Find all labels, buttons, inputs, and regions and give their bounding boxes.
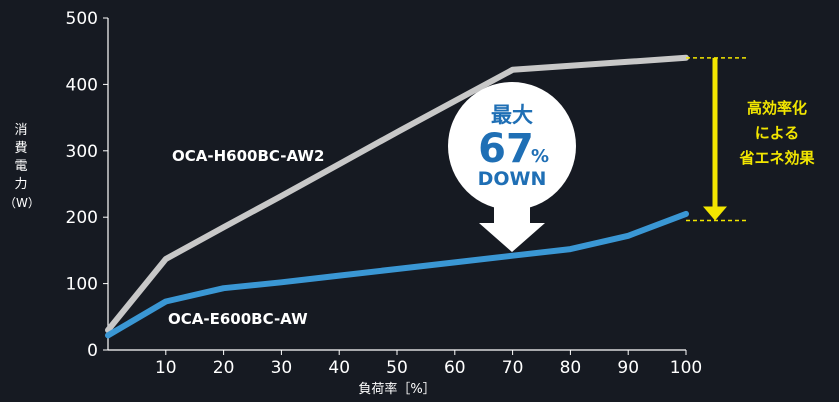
ticks: 0 100 200 300 400 500 10 20 30 40 50 60 70 80 90 100 (66, 9, 703, 378)
badge-arrow (479, 196, 545, 252)
series-line-0 (105, 54, 689, 334)
effect-range (686, 57, 746, 222)
series-label-h600: OCA-H600BC-AW2 (172, 147, 324, 165)
effect-line-1: 高効率化 (747, 99, 807, 117)
series-label-e600: OCA-E600BC-AW (168, 310, 308, 328)
x-tick-label-50: 50 (386, 358, 408, 378)
y-tick-label-200: 200 (66, 208, 98, 228)
badge-line2: DOWN (478, 168, 547, 190)
x-tick-label-80: 80 (560, 358, 582, 378)
x-tick-label-70: 70 (502, 358, 524, 378)
x-tick-label-20: 20 (213, 358, 235, 378)
y-tick-label-300: 300 (66, 142, 98, 162)
badge-percent: % (531, 146, 549, 167)
y-axis-label-unit: （W） (4, 196, 40, 210)
range-arrow-head (703, 206, 727, 221)
y-tick-label-100: 100 (66, 275, 98, 295)
axes (107, 18, 686, 351)
y-axis-label-char-3: 電 (14, 159, 28, 174)
series-line-1 (105, 210, 689, 339)
reduction-badge: 最大 67 % DOWN (448, 82, 576, 252)
y-axis-label-char-2: 費 (14, 141, 28, 156)
y-tick-label-500: 500 (66, 9, 98, 29)
y-axis-label: 消 費 電 力 （W） (4, 122, 40, 212)
y-tick-label-0: 0 (87, 341, 98, 361)
effect-text: 高効率化 による 省エネ効果 (738, 99, 815, 167)
badge-line1: 最大 (491, 103, 533, 127)
x-tick-label-60: 60 (444, 358, 466, 378)
y-axis-label-char-1: 消 (14, 123, 28, 138)
effect-line-3: 省エネ効果 (738, 149, 815, 167)
x-tick-label-10: 10 (155, 358, 177, 378)
x-axis-label: 負荷率［%］ (358, 381, 435, 397)
x-tick-label-40: 40 (328, 358, 350, 378)
y-tick-label-400: 400 (66, 75, 98, 95)
effect-line-2: による (755, 124, 800, 142)
series-lines (105, 54, 689, 339)
y-axis-label-char-4: 力 (14, 177, 28, 192)
badge-number: 67 (478, 126, 534, 172)
x-tick-label-90: 90 (617, 358, 639, 378)
x-tick-label-30: 30 (271, 358, 293, 378)
series-labels: OCA-H600BC-AW2 OCA-E600BC-AW (168, 147, 324, 328)
badge-circle (448, 82, 576, 210)
x-tick-label-100: 100 (670, 358, 702, 378)
